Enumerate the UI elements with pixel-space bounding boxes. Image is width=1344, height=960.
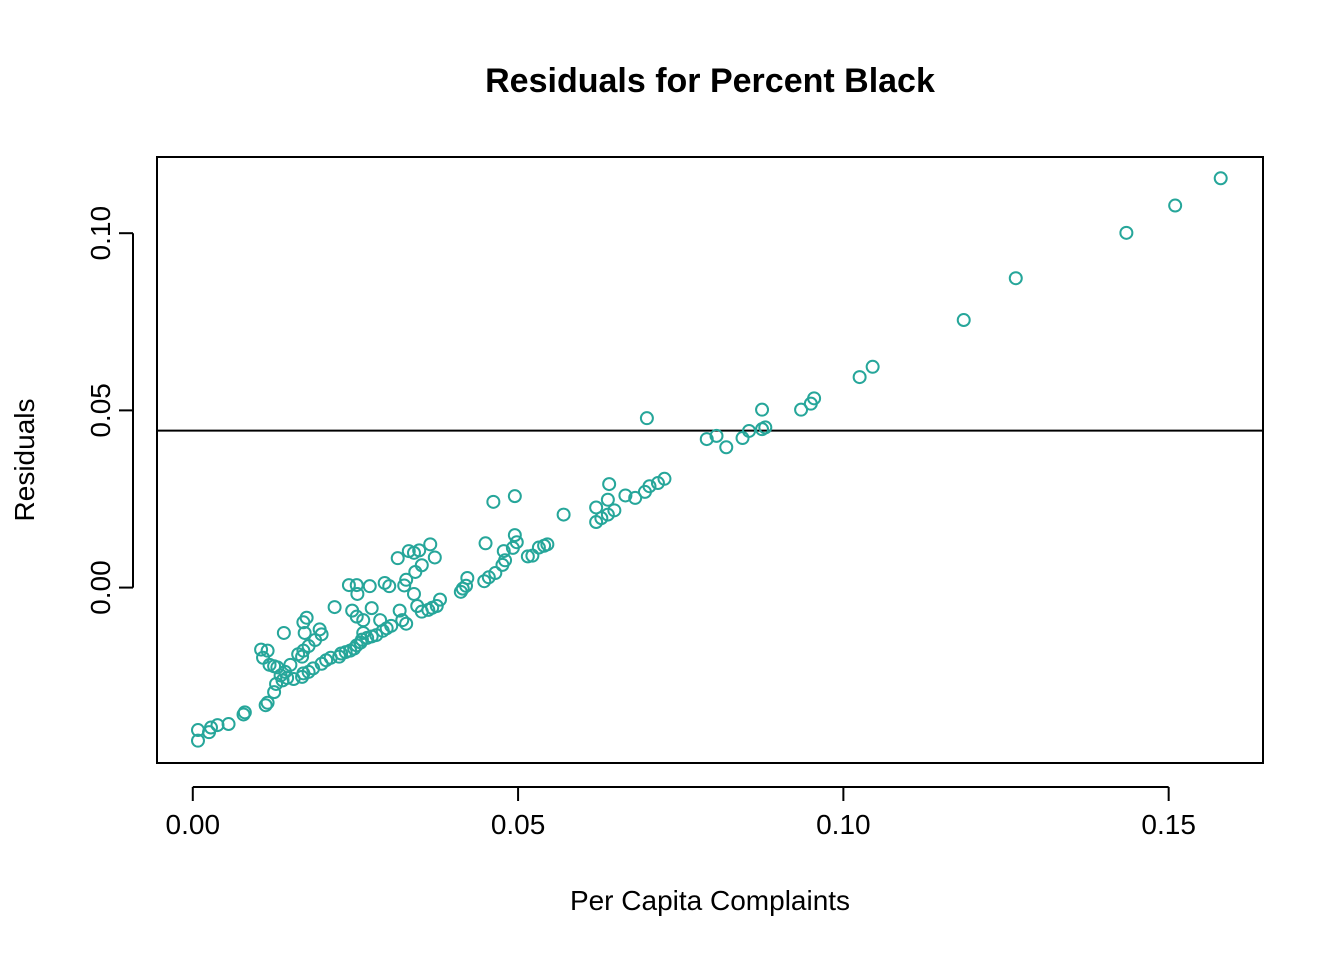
- data-point: [486, 494, 501, 509]
- data-point: [210, 718, 225, 733]
- data-point: [1119, 225, 1134, 240]
- data-point: [362, 579, 377, 594]
- plot-frame: [156, 156, 1264, 764]
- data-point: [280, 670, 295, 685]
- data-point: [1168, 198, 1183, 213]
- data-point: [364, 601, 379, 616]
- data-point: [495, 557, 510, 572]
- x-axis-label: Per Capita Complaints: [570, 885, 850, 916]
- data-point: [618, 488, 633, 503]
- data-point: [349, 578, 364, 593]
- data-point: [453, 584, 468, 599]
- data-point: [735, 431, 750, 446]
- y-tick-label: 0.05: [85, 383, 116, 438]
- x-tick-label: 0.00: [166, 809, 221, 840]
- data-point: [628, 490, 643, 505]
- data-point: [190, 723, 205, 738]
- data-point: [390, 551, 405, 566]
- data-point: [296, 615, 311, 630]
- data-point: [410, 599, 425, 614]
- data-point: [260, 643, 275, 658]
- data-point: [520, 549, 535, 564]
- data-point: [236, 707, 251, 722]
- data-point: [392, 603, 407, 618]
- data-point: [276, 625, 291, 640]
- data-point: [699, 432, 714, 447]
- data-point: [269, 676, 284, 691]
- data-point: [397, 578, 412, 593]
- data-point: [297, 625, 312, 640]
- y-axis: 0.00 0.05 0.10: [85, 206, 134, 615]
- x-tick-label: 0.05: [491, 809, 546, 840]
- data-point: [295, 649, 310, 664]
- data-point: [794, 402, 809, 417]
- data-point: [190, 733, 205, 748]
- data-point: [286, 672, 301, 687]
- data-point: [408, 564, 423, 579]
- data-point: [719, 440, 734, 455]
- data-point: [382, 579, 397, 594]
- data-point: [865, 359, 880, 374]
- data-point: [327, 600, 342, 615]
- y-tick-label: 0.10: [85, 206, 116, 261]
- data-point: [258, 698, 273, 713]
- chart-title: Residuals for Percent Black: [485, 62, 935, 100]
- data-point: [267, 659, 282, 674]
- data-point: [373, 613, 388, 628]
- data-point: [341, 578, 356, 593]
- data-point: [401, 544, 416, 559]
- data-point: [755, 422, 770, 437]
- data-point: [1213, 171, 1228, 186]
- data-point: [478, 536, 493, 551]
- data-point: [803, 396, 818, 411]
- data-point: [639, 411, 654, 426]
- data-point: [267, 685, 282, 700]
- data-point: [350, 586, 365, 601]
- data-points: [190, 171, 1228, 748]
- x-axis: 0.00 0.05 0.10 0.15: [166, 786, 1196, 840]
- data-point: [505, 540, 520, 555]
- data-point: [650, 476, 665, 491]
- data-point: [332, 649, 347, 664]
- data-point: [602, 477, 617, 492]
- x-tick-label: 0.15: [1141, 809, 1196, 840]
- data-point: [556, 507, 571, 522]
- data-point: [1008, 271, 1023, 286]
- data-point: [589, 515, 604, 530]
- data-point: [507, 528, 522, 543]
- data-point: [600, 492, 615, 507]
- data-point: [254, 642, 269, 657]
- data-point: [709, 428, 724, 443]
- y-axis-label: Residuals: [9, 399, 40, 522]
- data-point: [496, 544, 511, 559]
- data-point: [395, 613, 410, 628]
- data-point: [295, 669, 310, 684]
- data-point: [477, 574, 492, 589]
- data-point: [399, 616, 414, 631]
- data-point: [507, 489, 522, 504]
- data-point: [755, 402, 770, 417]
- data-point: [423, 537, 438, 552]
- x-tick-label: 0.10: [816, 809, 871, 840]
- data-point: [956, 313, 971, 328]
- data-point: [356, 625, 371, 640]
- data-point: [637, 484, 652, 499]
- data-point: [345, 603, 360, 618]
- y-tick-label: 0.00: [85, 560, 116, 615]
- data-point: [260, 695, 275, 710]
- data-point: [427, 550, 442, 565]
- data-point: [852, 370, 867, 385]
- data-point: [406, 586, 421, 601]
